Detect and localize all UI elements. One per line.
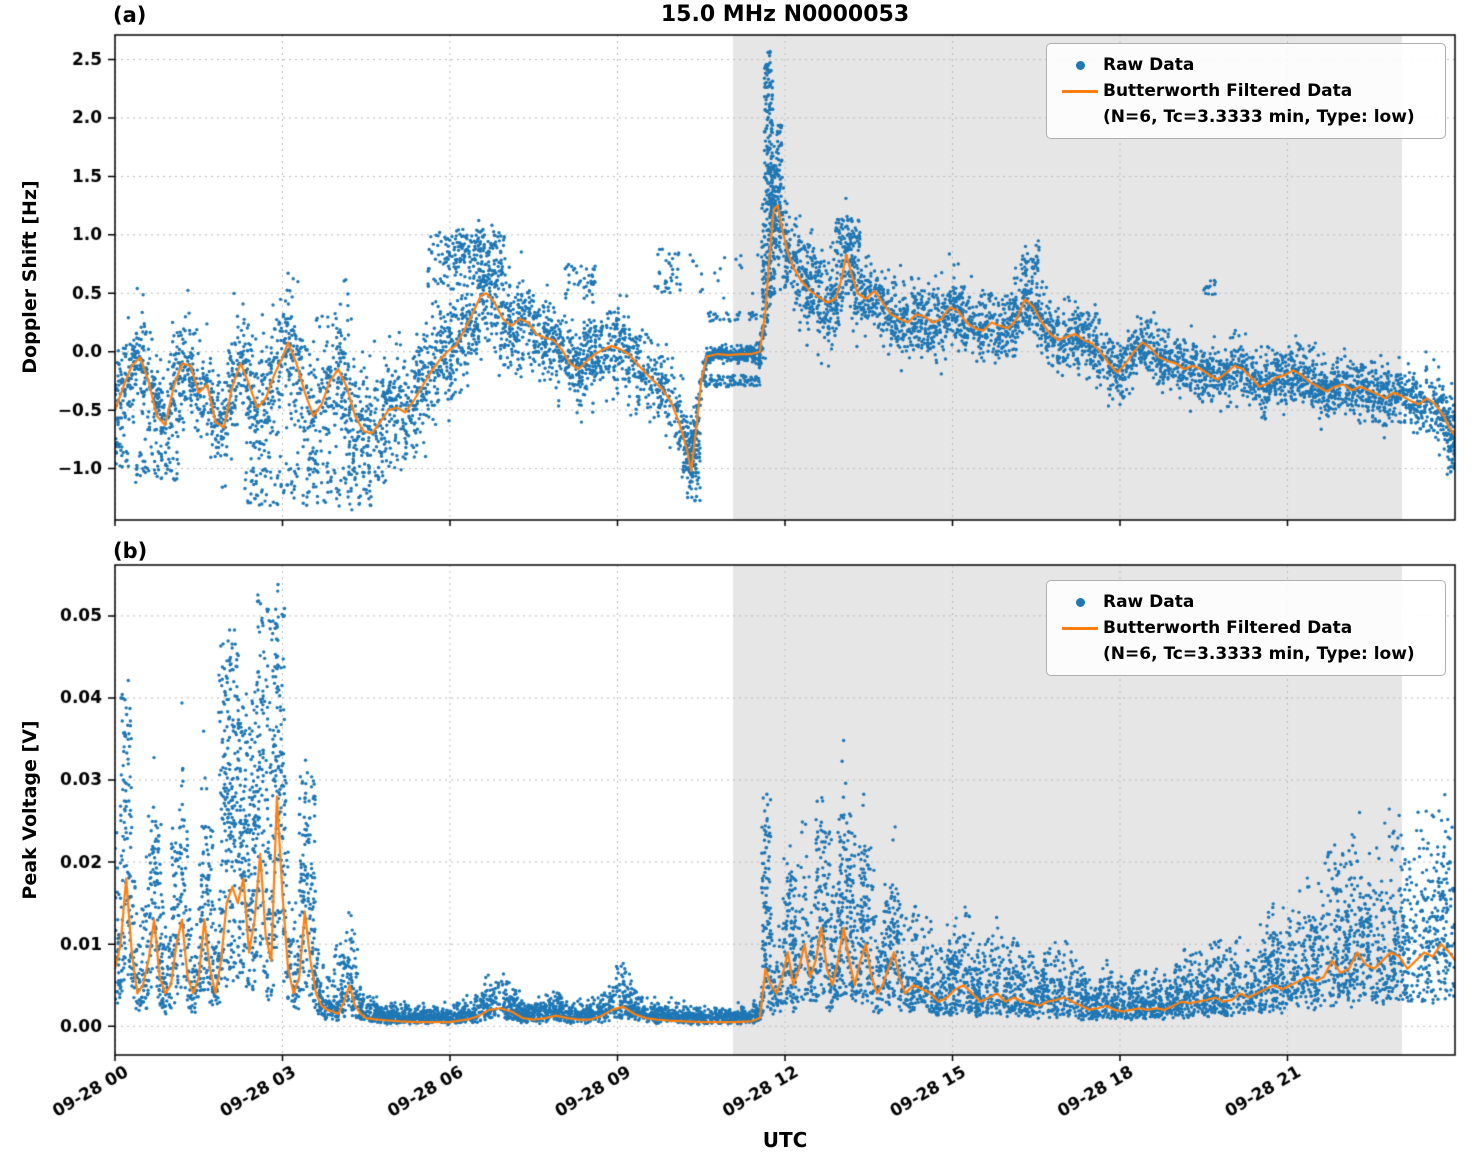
raw-data-dot-marker [1057,597,1103,607]
x-axis-label: UTC [762,1128,808,1152]
legend-b: Raw Data Butterworth Filtered Data (N=6,… [1046,580,1446,676]
legend-raw-label: Raw Data [1103,55,1195,75]
filtered-line-marker [1057,89,1103,93]
y-axis-label-b: Peak Voltage [V] [19,720,41,900]
legend-filtered-label: Butterworth Filtered Data [1103,618,1353,638]
legend-raw-label: Raw Data [1103,592,1195,612]
panel-b-label: (b) [113,539,148,563]
legend-row-filtered-sub: (N=6, Tc=3.3333 min, Type: low) [1057,104,1437,130]
legend-row-raw: Raw Data [1057,52,1437,78]
y-axis-label-a: Doppler Shift [Hz] [19,180,41,374]
legend-a: Raw Data Butterworth Filtered Data (N=6,… [1046,43,1446,139]
legend-row-filtered: Butterworth Filtered Data [1057,615,1437,641]
legend-filtered-label: Butterworth Filtered Data [1103,81,1353,101]
legend-filtered-sublabel: (N=6, Tc=3.3333 min, Type: low) [1103,644,1415,664]
filtered-line-marker [1057,626,1103,630]
legend-filtered-sublabel: (N=6, Tc=3.3333 min, Type: low) [1103,107,1415,127]
figure-title: 15.0 MHz N0000053 [660,2,910,27]
legend-row-filtered: Butterworth Filtered Data [1057,78,1437,104]
legend-row-raw: Raw Data [1057,589,1437,615]
raw-data-dot-marker [1057,60,1103,70]
legend-row-filtered-sub: (N=6, Tc=3.3333 min, Type: low) [1057,641,1437,667]
panel-a-label: (a) [113,3,147,27]
